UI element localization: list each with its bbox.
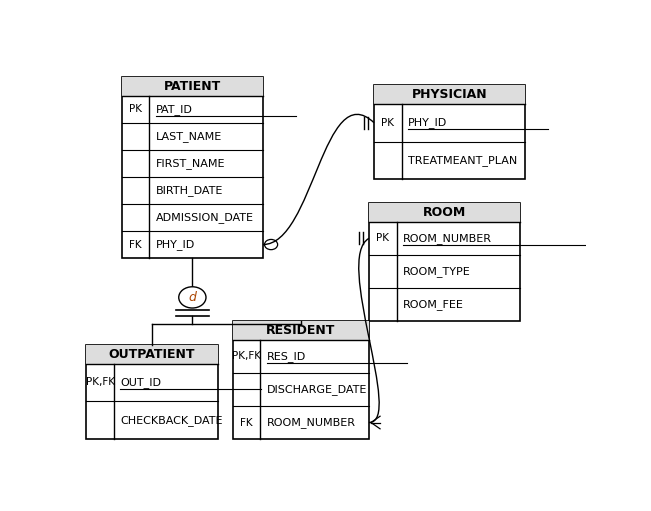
Text: ADMISSION_DATE: ADMISSION_DATE: [156, 212, 253, 223]
Text: OUT_ID: OUT_ID: [120, 377, 161, 388]
Text: PK,FK: PK,FK: [86, 378, 115, 387]
Text: OUTPATIENT: OUTPATIENT: [109, 347, 195, 361]
Text: d: d: [188, 291, 197, 304]
Bar: [87, 344, 217, 363]
Bar: [369, 203, 520, 222]
Text: PHYSICIAN: PHYSICIAN: [412, 88, 488, 101]
Bar: [122, 77, 263, 96]
Text: CHECKBACK_DATE: CHECKBACK_DATE: [120, 415, 223, 426]
Text: FIRST_NAME: FIRST_NAME: [156, 158, 225, 169]
Bar: [374, 85, 525, 104]
Text: ROOM_FEE: ROOM_FEE: [403, 299, 464, 310]
Text: LAST_NAME: LAST_NAME: [156, 131, 222, 142]
Text: PHY_ID: PHY_ID: [156, 239, 195, 250]
Text: BIRTH_DATE: BIRTH_DATE: [156, 185, 223, 196]
Text: ROOM_NUMBER: ROOM_NUMBER: [266, 417, 355, 428]
Text: PK,FK: PK,FK: [232, 352, 261, 361]
Text: PAT_ID: PAT_ID: [156, 104, 193, 115]
Text: PATIENT: PATIENT: [164, 80, 221, 93]
Text: RESIDENT: RESIDENT: [266, 324, 335, 337]
Bar: [233, 321, 369, 340]
Bar: [374, 85, 525, 179]
Text: RES_ID: RES_ID: [266, 351, 306, 362]
Text: PK: PK: [376, 234, 389, 243]
Text: TREATMEANT_PLAN: TREATMEANT_PLAN: [408, 155, 517, 166]
Text: ROOM: ROOM: [423, 206, 466, 219]
Text: ROOM_TYPE: ROOM_TYPE: [403, 266, 471, 277]
Text: PK: PK: [381, 118, 395, 128]
Text: DISCHARGE_DATE: DISCHARGE_DATE: [266, 384, 367, 395]
Bar: [122, 77, 263, 258]
Text: PK: PK: [129, 104, 142, 114]
Text: FK: FK: [240, 417, 253, 428]
Text: PHY_ID: PHY_ID: [408, 117, 447, 128]
Circle shape: [179, 287, 206, 308]
Text: ROOM_NUMBER: ROOM_NUMBER: [403, 233, 492, 244]
Bar: [233, 321, 369, 439]
Bar: [87, 344, 217, 439]
Bar: [369, 203, 520, 321]
Text: FK: FK: [130, 240, 142, 249]
